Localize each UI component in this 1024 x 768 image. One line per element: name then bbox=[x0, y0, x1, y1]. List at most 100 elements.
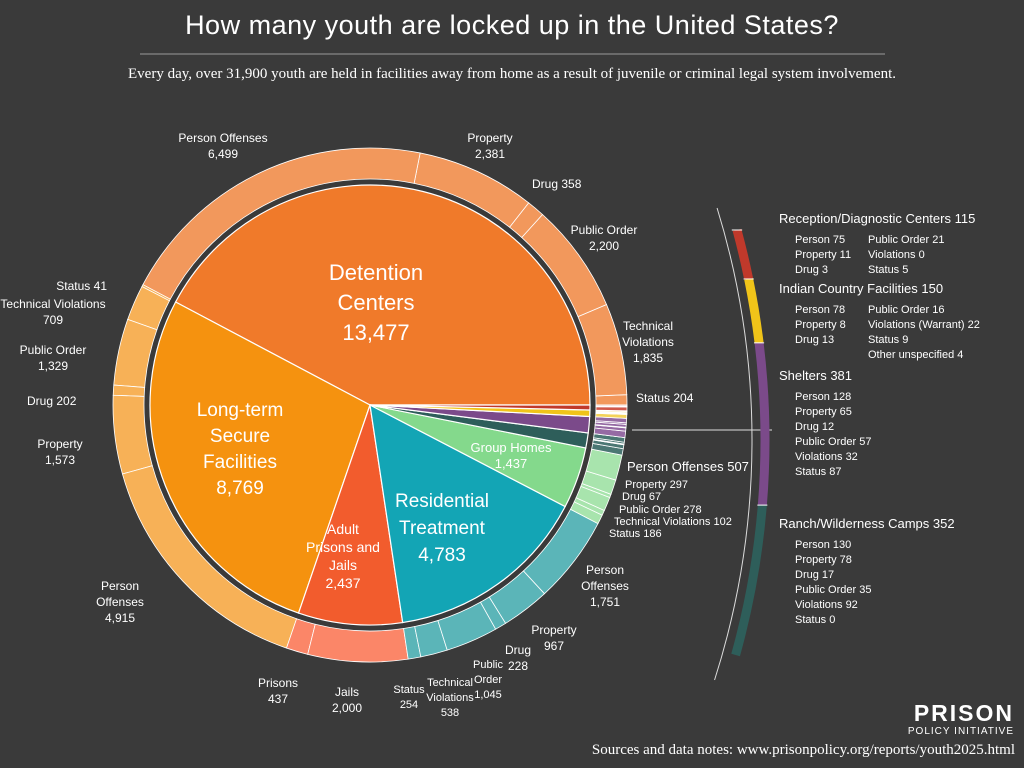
label-value: 0 bbox=[829, 614, 836, 626]
label-name: Drug bbox=[795, 421, 819, 433]
panel-item: Drug 13 bbox=[795, 333, 834, 347]
ring-label: Technical Violations 709 bbox=[0, 296, 113, 328]
label-value: 1,573 bbox=[44, 453, 76, 467]
panel-item: Status 87 bbox=[795, 465, 842, 479]
ring-label: Person Offenses 1,751 bbox=[570, 562, 640, 610]
label-value: 437 bbox=[267, 692, 289, 706]
ring-label: Drug 358 bbox=[532, 176, 581, 192]
label-value: 150 bbox=[921, 281, 944, 296]
panel-item: Public Order 57 bbox=[795, 435, 871, 449]
label-name: Indian Country Facilities bbox=[779, 281, 918, 296]
label-name: Status bbox=[393, 684, 425, 696]
panel-item: Violations 32 bbox=[795, 450, 858, 464]
label-value: 87 bbox=[829, 466, 842, 478]
label-value: 65 bbox=[839, 406, 852, 418]
label-name: Public Order bbox=[868, 304, 930, 316]
ring-label: Drug 67 bbox=[622, 491, 661, 504]
label-name: Public Order bbox=[795, 436, 857, 448]
label-value: 967 bbox=[543, 639, 565, 653]
label-name: Violations (Warrant) bbox=[868, 319, 965, 331]
label-value: 78 bbox=[839, 554, 852, 566]
label-name: Property bbox=[795, 554, 837, 566]
label-value: 278 bbox=[683, 504, 702, 516]
label-value: 102 bbox=[713, 516, 732, 528]
label-name: Shelters bbox=[779, 368, 827, 383]
ring-segment bbox=[113, 318, 158, 388]
label-name: Drug bbox=[622, 491, 646, 503]
label-name: Public Order bbox=[619, 504, 681, 516]
label-value: 16 bbox=[932, 304, 945, 316]
label-value: 0 bbox=[918, 249, 925, 261]
label-name: Status bbox=[56, 279, 91, 293]
slice-label: Residential Treatment 4,783 bbox=[372, 488, 512, 569]
label-value: 78 bbox=[832, 304, 846, 316]
label-name: Status bbox=[868, 334, 900, 346]
label-value: 507 bbox=[727, 459, 749, 474]
label-name: Long-term Secure Facilities bbox=[196, 400, 284, 473]
label-value: 8 bbox=[839, 319, 846, 331]
label-name: Prisons bbox=[257, 676, 298, 690]
ring-label: Property 297 bbox=[625, 479, 688, 492]
label-name: Public Order bbox=[868, 234, 930, 246]
slice-label: Detention Centers 13,477 bbox=[301, 258, 451, 348]
ring-label: Prisons 437 bbox=[248, 675, 308, 707]
bracket-arc bbox=[714, 207, 753, 681]
label-name: Person Offenses bbox=[96, 579, 144, 609]
label-value: 22 bbox=[967, 319, 980, 331]
label-name: Other unspecified bbox=[868, 349, 955, 361]
label-name: Property bbox=[625, 479, 667, 491]
panel-item: Public Order 21 bbox=[868, 233, 944, 247]
panel-item: Property 11 bbox=[795, 248, 851, 262]
label-value: 35 bbox=[859, 584, 872, 596]
source-note: Sources and data notes: www.prisonpolicy… bbox=[591, 742, 1015, 758]
ring-label: Technical Violations 538 bbox=[420, 676, 480, 721]
label-value: 115 bbox=[954, 211, 976, 226]
label-value: 41 bbox=[93, 279, 107, 293]
label-name: Technical Violations bbox=[426, 677, 474, 704]
pie-slice bbox=[174, 184, 591, 406]
label-name: Drug bbox=[795, 569, 819, 581]
pie-slice bbox=[369, 404, 591, 411]
slice-label: Adult Prisons and Jails 2,437 bbox=[303, 520, 383, 592]
label-value: 381 bbox=[830, 368, 853, 383]
label-value: 57 bbox=[859, 436, 872, 448]
label-name: Detention Centers bbox=[328, 260, 424, 315]
panel-item: Person 130 bbox=[795, 538, 851, 552]
ring-label: Drug 202 bbox=[27, 393, 76, 409]
logo: POLICY INITIATIVE bbox=[907, 726, 1014, 737]
panel-item: Other unspecified 4 bbox=[868, 348, 963, 362]
panel-item: Drug 3 bbox=[795, 263, 828, 277]
label-name: Property bbox=[795, 319, 837, 331]
bracket-segment bbox=[732, 228, 754, 280]
panel-item: Person 128 bbox=[795, 390, 851, 404]
label-name: Status bbox=[636, 391, 671, 405]
label-value: 128 bbox=[832, 391, 852, 403]
ring-segment bbox=[595, 394, 628, 406]
label-value: 2,200 bbox=[588, 239, 620, 253]
slice-label: Group Homes 1,437 bbox=[456, 440, 566, 472]
label-name: Group Homes bbox=[470, 440, 552, 455]
label-value: 228 bbox=[507, 659, 529, 673]
panel-title: Indian Country Facilities 150 bbox=[779, 281, 943, 297]
panel-item: Public Order 35 bbox=[795, 583, 871, 597]
panel-title: Shelters 381 bbox=[779, 368, 852, 384]
label-name: Person bbox=[795, 234, 830, 246]
label-value: 297 bbox=[669, 479, 688, 491]
label-name: Property bbox=[795, 249, 837, 261]
label-name: Jails bbox=[334, 685, 359, 699]
ring-segment bbox=[112, 384, 146, 397]
panel-item: Property 78 bbox=[795, 553, 852, 567]
label-name: Person bbox=[795, 539, 830, 551]
label-name: Person bbox=[795, 304, 830, 316]
label-value: 3 bbox=[821, 264, 829, 276]
label-value: 2,000 bbox=[331, 701, 363, 715]
label-value: 6,499 bbox=[207, 147, 239, 161]
label-value: 1,329 bbox=[37, 359, 69, 373]
panel-item: Violations 92 bbox=[795, 598, 858, 612]
label-value: 1,045 bbox=[474, 689, 502, 701]
chart-title: How many youth are locked up in the Unit… bbox=[185, 10, 839, 40]
ring-label: Property 967 bbox=[519, 622, 589, 654]
pie-slice bbox=[297, 404, 404, 626]
label-name: Violations bbox=[795, 599, 843, 611]
